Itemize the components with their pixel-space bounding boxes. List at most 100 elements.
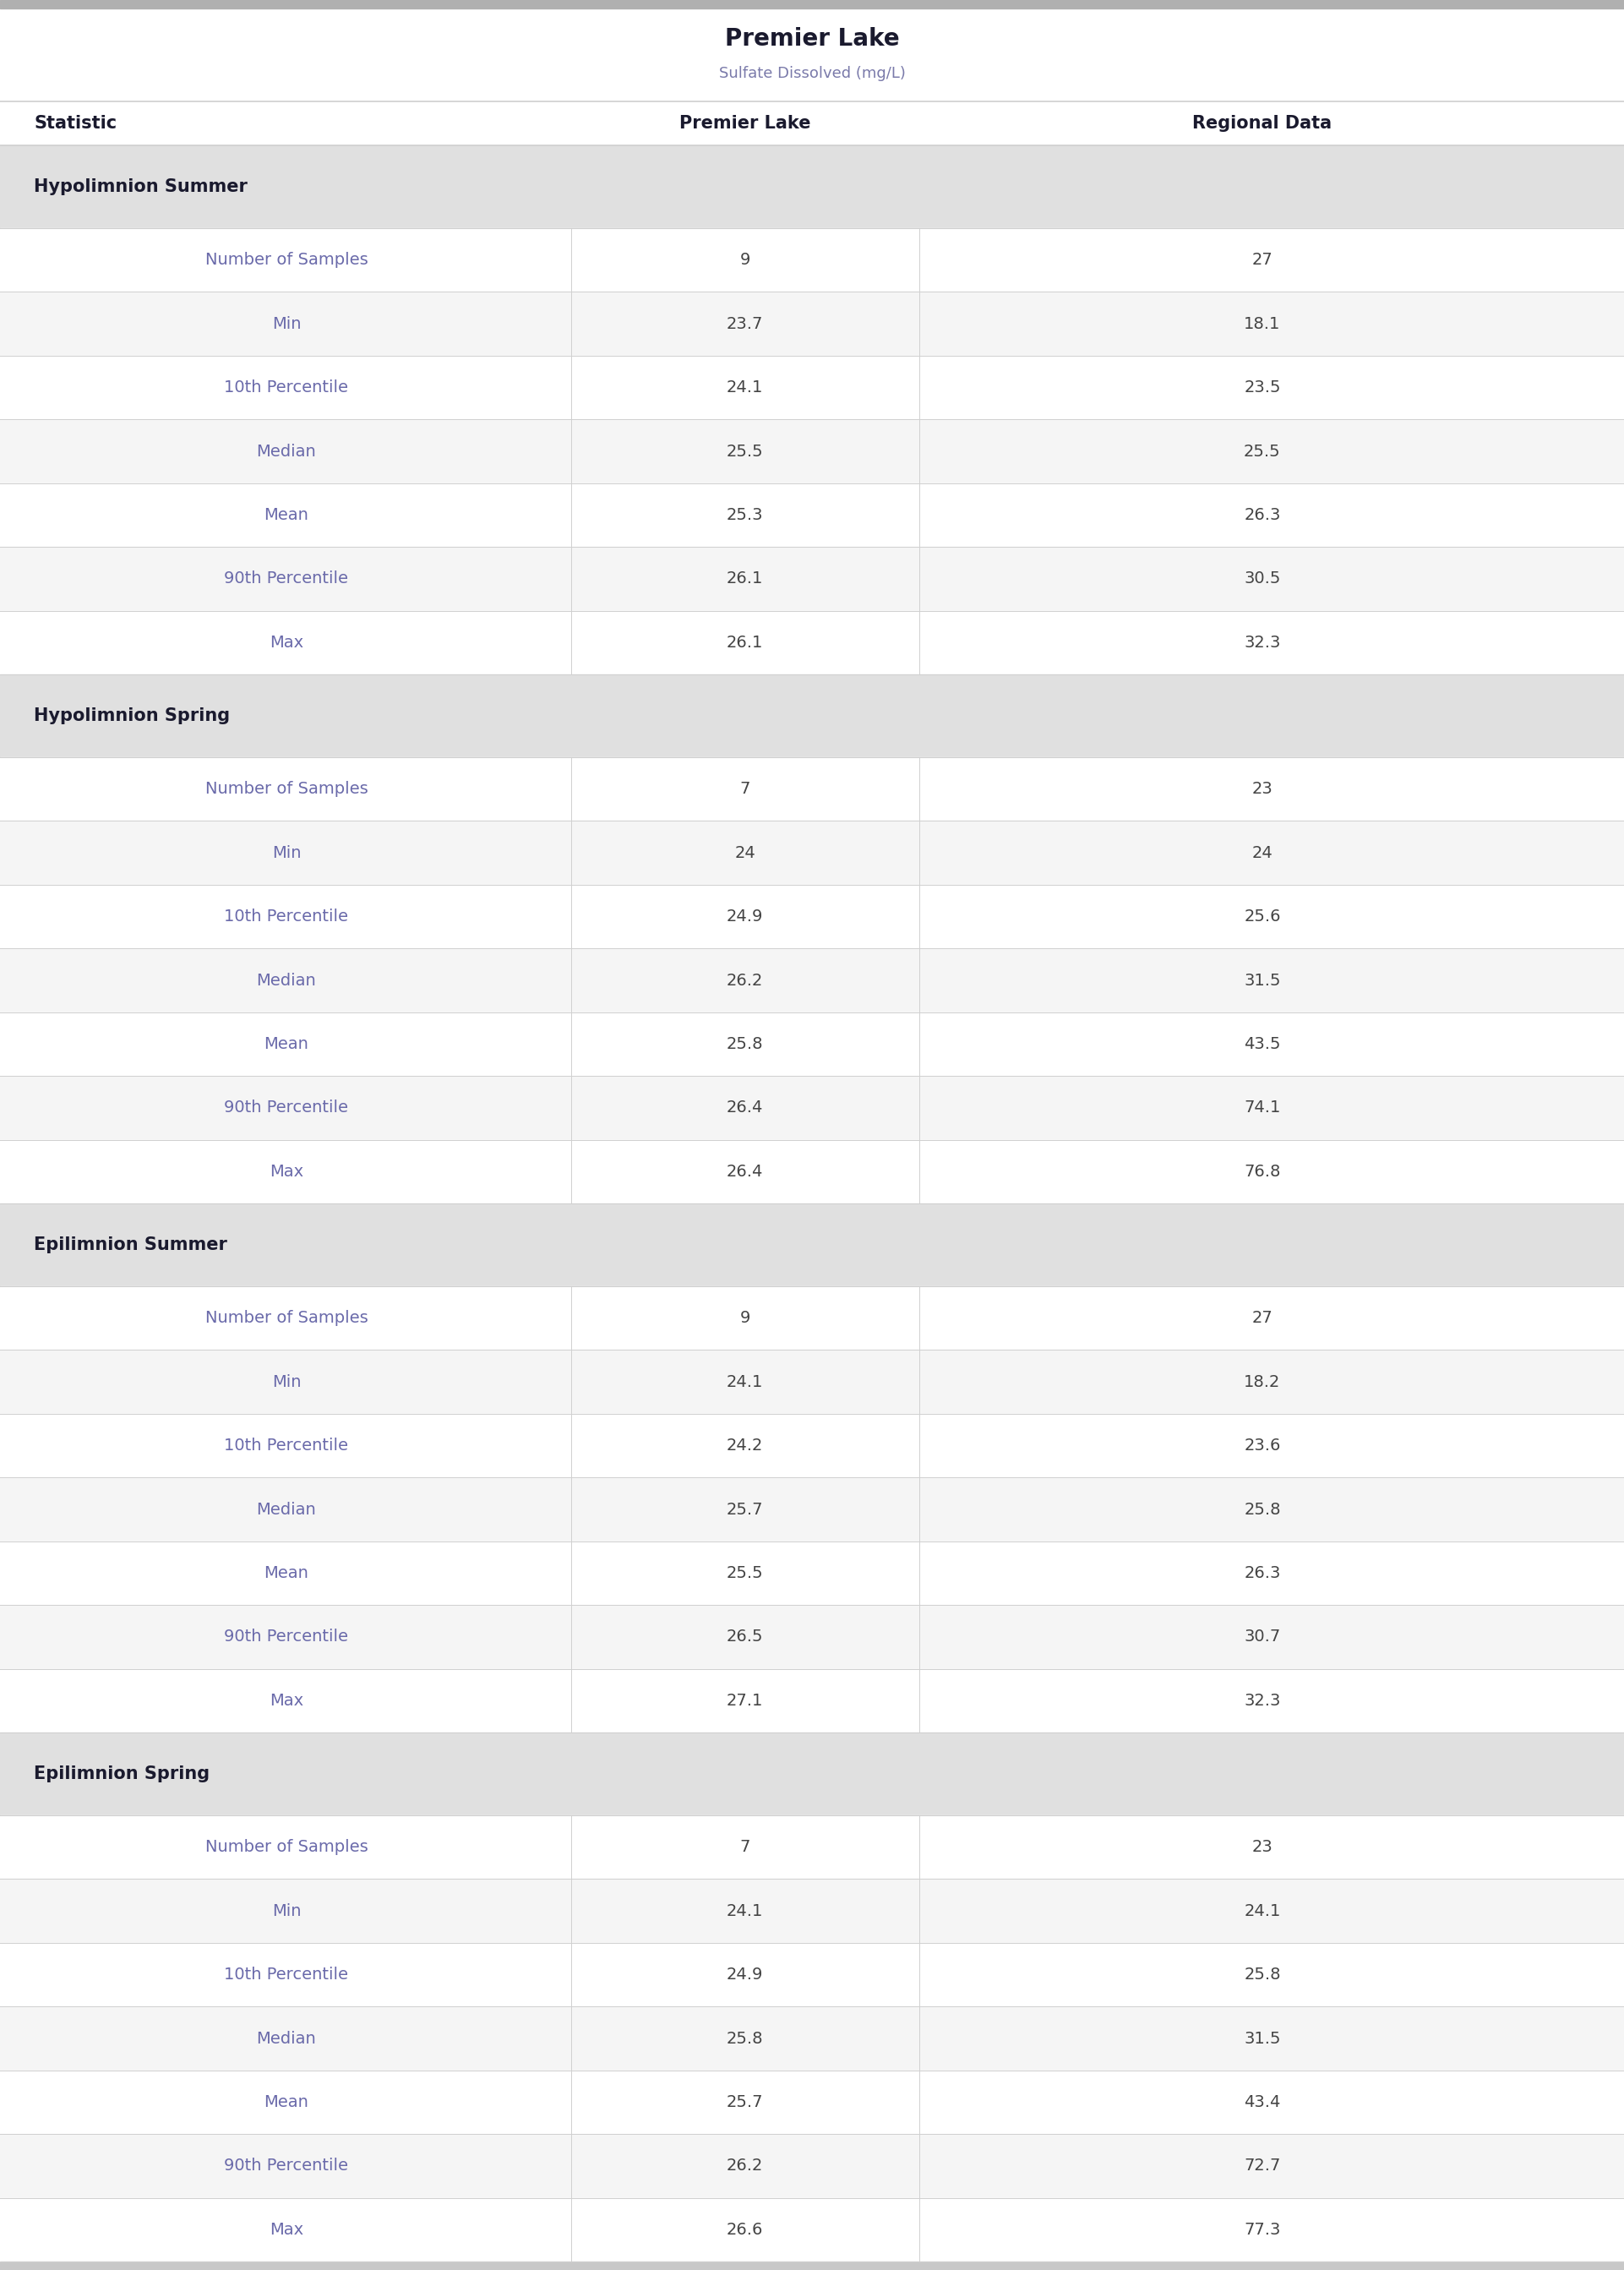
Text: 76.8: 76.8 <box>1244 1165 1281 1180</box>
Text: 25.5: 25.5 <box>726 1564 763 1582</box>
Bar <box>0 1287 1624 1351</box>
Bar <box>0 1816 1624 1880</box>
Text: 24.2: 24.2 <box>726 1437 763 1453</box>
Bar <box>0 2261 1624 2270</box>
Bar <box>0 9 1624 102</box>
Text: 18.1: 18.1 <box>1244 316 1281 331</box>
Text: 43.5: 43.5 <box>1244 1035 1281 1051</box>
Bar <box>0 1668 1624 1732</box>
Text: 26.1: 26.1 <box>726 636 763 651</box>
Text: 26.2: 26.2 <box>726 972 763 987</box>
Text: 24.1: 24.1 <box>1244 1902 1281 1918</box>
Text: Premier Lake: Premier Lake <box>724 27 900 50</box>
Text: Min: Min <box>271 1902 300 1918</box>
Bar <box>0 356 1624 420</box>
Text: 26.6: 26.6 <box>726 2222 763 2238</box>
Text: 26.3: 26.3 <box>1244 1564 1281 1582</box>
Bar <box>0 2007 1624 2070</box>
Text: Mean: Mean <box>265 1035 309 1051</box>
Text: 24.1: 24.1 <box>726 1373 763 1389</box>
Text: 9: 9 <box>741 1310 750 1326</box>
Text: Max: Max <box>270 1693 304 1709</box>
Text: Max: Max <box>270 2222 304 2238</box>
Text: 24.1: 24.1 <box>726 1902 763 1918</box>
Bar <box>0 1414 1624 1478</box>
Text: Hypolimnion Spring: Hypolimnion Spring <box>34 708 231 724</box>
Text: 23.7: 23.7 <box>726 316 763 331</box>
Bar <box>0 674 1624 758</box>
Text: 10th Percentile: 10th Percentile <box>224 908 349 924</box>
Text: 24.1: 24.1 <box>726 379 763 395</box>
Text: Epilimnion Summer: Epilimnion Summer <box>34 1237 227 1253</box>
Text: 18.2: 18.2 <box>1244 1373 1281 1389</box>
Text: 26.5: 26.5 <box>726 1630 763 1646</box>
Text: Median: Median <box>257 1500 317 1516</box>
Bar <box>0 229 1624 293</box>
Text: Number of Samples: Number of Samples <box>205 1310 367 1326</box>
Text: 23: 23 <box>1252 781 1273 797</box>
Text: 24: 24 <box>734 844 755 860</box>
Text: 25.5: 25.5 <box>726 443 763 459</box>
Text: 77.3: 77.3 <box>1244 2222 1281 2238</box>
Text: 25.3: 25.3 <box>726 506 763 522</box>
Text: 24.9: 24.9 <box>726 1966 763 1982</box>
Text: Hypolimnion Summer: Hypolimnion Summer <box>34 179 247 195</box>
Text: 90th Percentile: 90th Percentile <box>224 2159 349 2175</box>
Text: 25.8: 25.8 <box>1244 1966 1281 1982</box>
Bar <box>0 1605 1624 1668</box>
Text: 9: 9 <box>741 252 750 268</box>
Bar <box>0 758 1624 822</box>
Bar <box>0 293 1624 356</box>
Bar <box>0 1943 1624 2007</box>
Text: 31.5: 31.5 <box>1244 972 1281 987</box>
Bar <box>0 102 1624 145</box>
Text: 30.7: 30.7 <box>1244 1630 1281 1646</box>
Bar <box>0 1732 1624 1816</box>
Text: 25.8: 25.8 <box>1244 1500 1281 1516</box>
Bar <box>0 1076 1624 1140</box>
Text: 74.1: 74.1 <box>1244 1101 1281 1117</box>
Text: 90th Percentile: 90th Percentile <box>224 1630 349 1646</box>
Text: 27: 27 <box>1252 1310 1273 1326</box>
Bar <box>0 822 1624 885</box>
Text: Min: Min <box>271 844 300 860</box>
Bar <box>0 611 1624 674</box>
Text: Max: Max <box>270 1165 304 1180</box>
Text: 7: 7 <box>741 1839 750 1855</box>
Bar <box>0 420 1624 484</box>
Text: 7: 7 <box>741 781 750 797</box>
Text: Statistic: Statistic <box>34 116 117 132</box>
Text: 32.3: 32.3 <box>1244 1693 1281 1709</box>
Text: 25.8: 25.8 <box>726 2029 763 2048</box>
Text: 90th Percentile: 90th Percentile <box>224 570 349 588</box>
Text: 24.9: 24.9 <box>726 908 763 924</box>
Bar <box>0 0 1624 9</box>
Text: 90th Percentile: 90th Percentile <box>224 1101 349 1117</box>
Text: 10th Percentile: 10th Percentile <box>224 1437 349 1453</box>
Text: 10th Percentile: 10th Percentile <box>224 1966 349 1982</box>
Bar <box>0 1203 1624 1287</box>
Bar <box>0 949 1624 1012</box>
Bar <box>0 547 1624 611</box>
Text: Regional Data: Regional Data <box>1192 116 1332 132</box>
Text: 31.5: 31.5 <box>1244 2029 1281 2048</box>
Bar <box>0 1541 1624 1605</box>
Bar <box>0 2197 1624 2261</box>
Text: Min: Min <box>271 1373 300 1389</box>
Text: Sulfate Dissolved (mg/L): Sulfate Dissolved (mg/L) <box>719 66 905 82</box>
Text: Mean: Mean <box>265 2095 309 2111</box>
Text: 32.3: 32.3 <box>1244 636 1281 651</box>
Text: 43.4: 43.4 <box>1244 2095 1281 2111</box>
Text: 10th Percentile: 10th Percentile <box>224 379 349 395</box>
Text: 23.6: 23.6 <box>1244 1437 1281 1453</box>
Text: Median: Median <box>257 2029 317 2048</box>
Bar <box>0 145 1624 229</box>
Bar <box>0 2134 1624 2197</box>
Text: Premier Lake: Premier Lake <box>679 116 810 132</box>
Bar <box>0 885 1624 949</box>
Text: 26.4: 26.4 <box>726 1165 763 1180</box>
Text: 25.8: 25.8 <box>726 1035 763 1051</box>
Text: 26.2: 26.2 <box>726 2159 763 2175</box>
Text: 23: 23 <box>1252 1839 1273 1855</box>
Text: 25.5: 25.5 <box>1244 443 1281 459</box>
